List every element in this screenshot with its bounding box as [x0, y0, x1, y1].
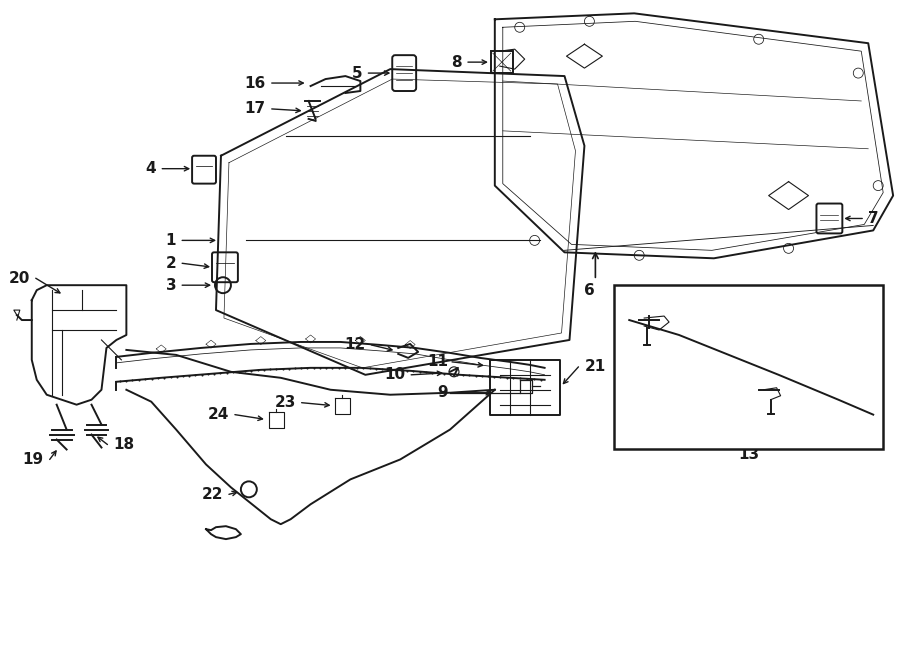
Text: 19: 19: [22, 452, 44, 467]
Text: 15: 15: [727, 392, 749, 407]
Text: 1: 1: [166, 233, 176, 248]
Text: 10: 10: [384, 368, 405, 382]
Text: 12: 12: [344, 337, 365, 352]
Bar: [615, 285, 883, 449]
Text: 9: 9: [437, 385, 448, 401]
Text: 8: 8: [451, 55, 462, 69]
Text: 4: 4: [146, 161, 157, 176]
Text: 13: 13: [738, 447, 760, 462]
Text: 7: 7: [868, 211, 879, 226]
FancyBboxPatch shape: [212, 253, 238, 282]
Text: 20: 20: [8, 271, 30, 286]
Text: 16: 16: [245, 75, 266, 91]
FancyBboxPatch shape: [192, 156, 216, 184]
Text: 17: 17: [245, 101, 266, 116]
Text: 18: 18: [113, 437, 134, 452]
FancyBboxPatch shape: [816, 204, 842, 233]
Text: 24: 24: [208, 407, 229, 422]
Text: 3: 3: [166, 278, 176, 293]
Text: 6: 6: [584, 283, 595, 297]
Text: 2: 2: [166, 256, 176, 271]
FancyBboxPatch shape: [392, 55, 416, 91]
FancyBboxPatch shape: [491, 51, 513, 73]
Text: 21: 21: [584, 360, 606, 374]
Text: 11: 11: [427, 354, 448, 369]
Text: 23: 23: [274, 395, 296, 410]
Text: 22: 22: [202, 486, 223, 502]
Text: 5: 5: [352, 65, 363, 81]
Text: 14: 14: [673, 321, 694, 336]
